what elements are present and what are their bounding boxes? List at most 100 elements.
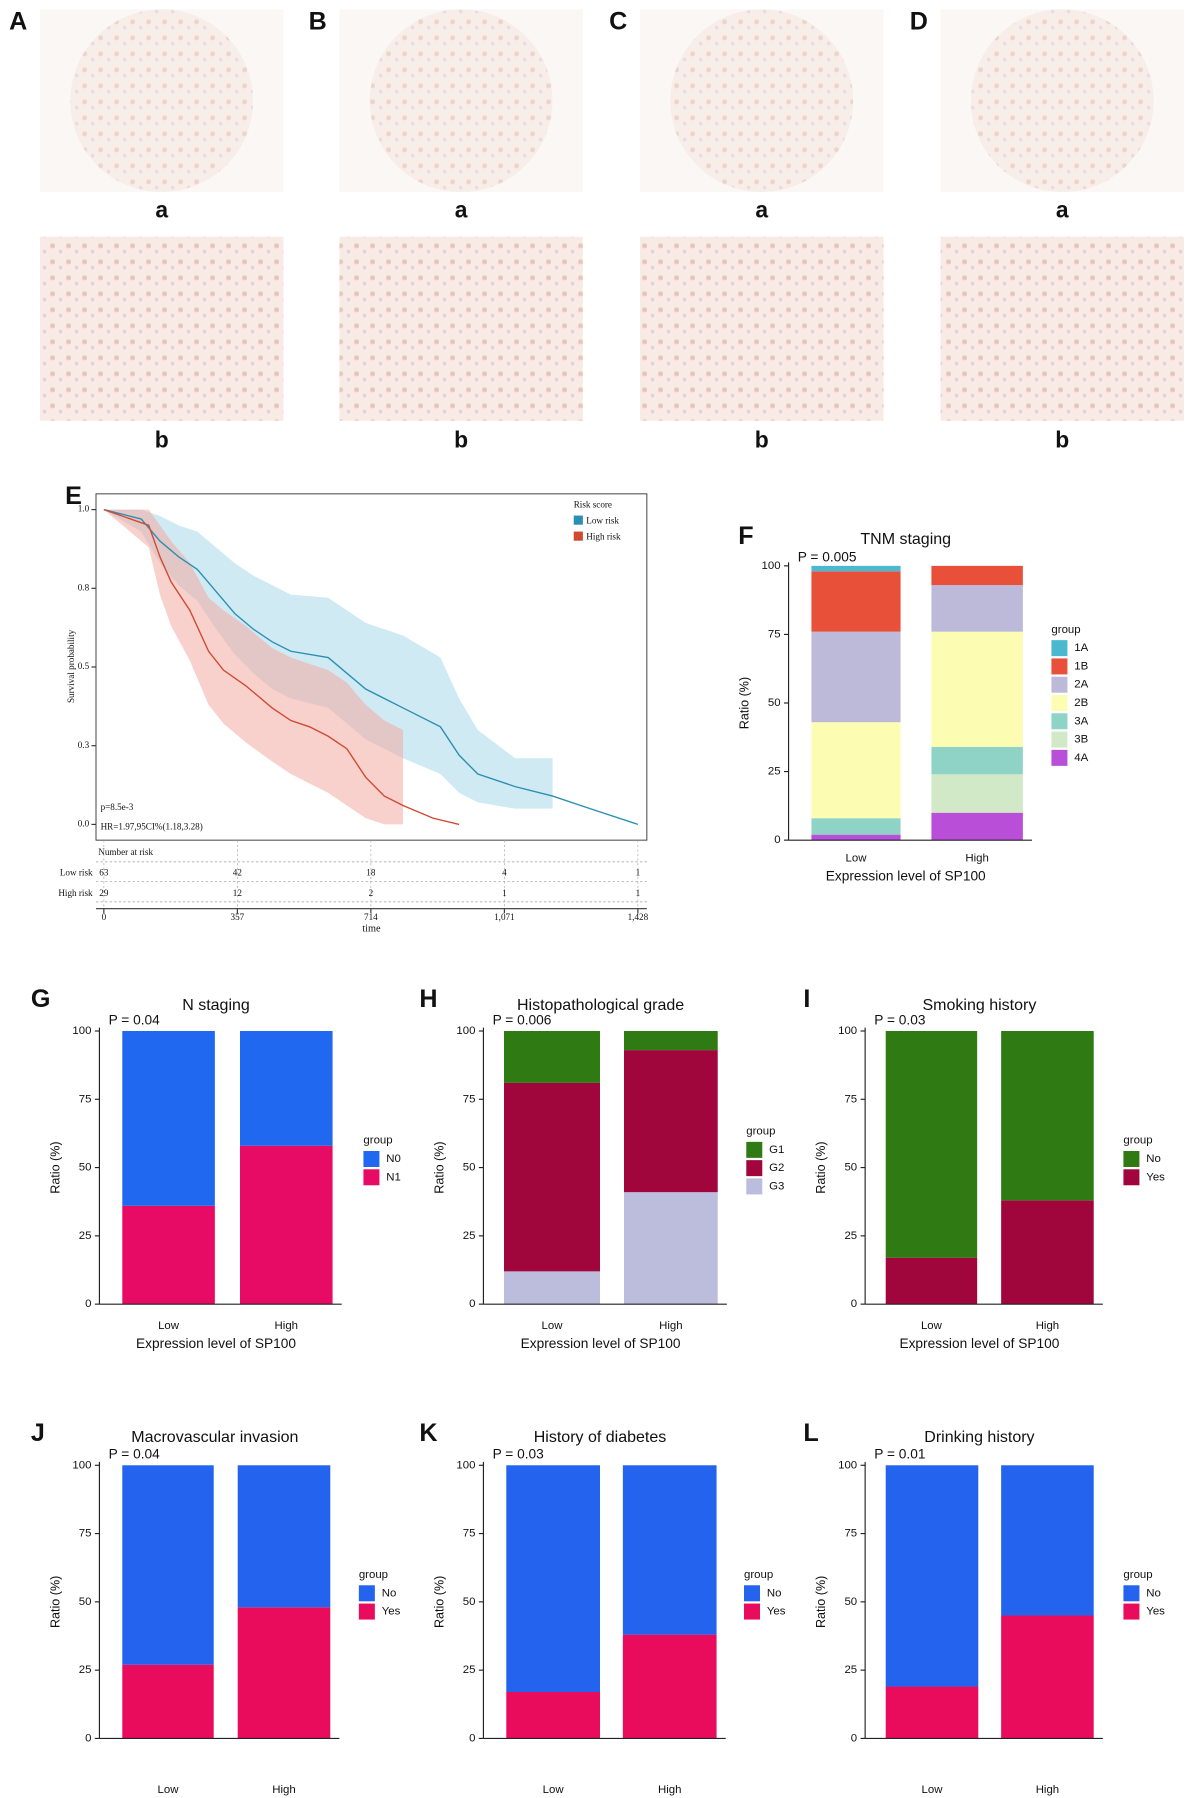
panel-label: G	[31, 985, 51, 1013]
bar-segment	[122, 1205, 215, 1305]
y-axis-label: Ratio (%)	[48, 1141, 62, 1193]
bar-segment	[240, 1145, 333, 1305]
bar-segment	[122, 1031, 215, 1206]
bar-segment	[1001, 1465, 1094, 1616]
tissue-detail	[940, 236, 1184, 421]
legend-title: Risk score	[574, 499, 612, 509]
y-tick-label: 75	[79, 1528, 92, 1540]
image-caption: b	[155, 426, 169, 452]
bar-segment	[931, 812, 1023, 841]
x-tick-label: High	[275, 1320, 298, 1332]
y-tick-label: 0	[469, 1732, 475, 1744]
chart-title: History of diabetes	[534, 1429, 667, 1446]
bar-segment	[506, 1691, 600, 1739]
x-tick-label: High	[272, 1784, 295, 1796]
x-axis-label: time	[362, 924, 381, 935]
x-tick-label: High	[658, 1784, 681, 1796]
p-value: P = 0.005	[798, 549, 857, 564]
bar-segment	[237, 1607, 331, 1739]
x-axis-label: Expression level of SP100	[826, 868, 986, 883]
p-value: P = 0.04	[109, 1447, 161, 1462]
chart-title: Drinking history	[924, 1429, 1034, 1446]
x-tick-label: Low	[158, 1784, 180, 1796]
legend-label: Yes	[382, 1606, 401, 1618]
y-tick-label: 0.3	[78, 740, 90, 750]
chart-title: N staging	[182, 997, 250, 1014]
y-tick-label: 100	[838, 1025, 857, 1037]
legend-title: group	[746, 1126, 775, 1138]
legend-swatch	[1051, 676, 1068, 693]
risk-count: 1	[636, 888, 641, 898]
bar-segment	[624, 1031, 718, 1051]
y-tick-label: 100	[456, 1025, 475, 1037]
x-tick-label: 714	[364, 912, 378, 922]
legend-label: 3B	[1074, 734, 1088, 746]
legend-swatch	[746, 1141, 763, 1158]
legend-swatch	[744, 1585, 760, 1602]
bar-segment	[811, 565, 901, 572]
bar-segment	[931, 565, 1023, 586]
legend-swatch	[358, 1585, 375, 1602]
bar-segment	[1001, 1031, 1094, 1201]
legend-label: Yes	[767, 1606, 786, 1618]
legend-title: group	[359, 1569, 388, 1581]
confidence-band	[103, 509, 404, 825]
legend-swatch	[1051, 640, 1068, 657]
y-tick-label: 100	[762, 560, 781, 572]
legend-title: group	[1051, 624, 1080, 636]
x-tick-label: 1,428	[628, 912, 649, 922]
bar-segment	[811, 571, 901, 632]
legend-swatch	[358, 1603, 375, 1620]
image-caption: b	[1055, 426, 1069, 452]
risk-table-title: Number at risk	[98, 847, 153, 857]
chart-title: Histopathological grade	[517, 997, 684, 1014]
confidence-band	[103, 509, 553, 809]
legend-label: 2B	[1074, 697, 1088, 709]
legend-swatch	[744, 1603, 760, 1620]
y-tick-label: 75	[463, 1093, 476, 1105]
legend-swatch	[1123, 1585, 1140, 1602]
bar-segment	[504, 1031, 600, 1083]
bar-segment	[622, 1634, 717, 1739]
legend-label: 2A	[1074, 679, 1088, 691]
bar-segment	[885, 1465, 979, 1687]
legend-swatch	[363, 1169, 380, 1186]
risk-count: 18	[366, 867, 376, 877]
x-tick-label: High	[1036, 1784, 1059, 1796]
x-tick-label: High	[1036, 1320, 1059, 1332]
x-tick-label: Low	[158, 1320, 180, 1332]
bar-segment	[885, 1031, 978, 1258]
y-tick-label: 50	[79, 1162, 92, 1174]
x-axis-label: Expression level of SP100	[521, 1336, 681, 1351]
y-tick-label: 75	[844, 1093, 857, 1105]
image-caption: a	[155, 197, 168, 223]
y-tick-label: 100	[72, 1025, 91, 1037]
bar-segment	[811, 834, 901, 841]
image-caption: a	[1056, 197, 1069, 223]
y-tick-label: 25	[463, 1230, 476, 1242]
y-tick-label: 50	[463, 1162, 476, 1174]
bar-segment	[504, 1082, 600, 1272]
y-tick-label: 100	[456, 1459, 475, 1471]
risk-count: 2	[369, 888, 374, 898]
p-value: P = 0.03	[874, 1012, 926, 1027]
y-tick-label: 50	[768, 697, 781, 709]
tissue-detail	[640, 236, 884, 421]
y-tick-label: 75	[768, 628, 781, 640]
p-value: P = 0.04	[109, 1012, 161, 1027]
y-tick-label: 1.0	[78, 504, 90, 514]
y-tick-label: 0	[851, 1298, 857, 1310]
annotation: HR=1.97,95CI%(1.18,3.28)	[101, 822, 203, 832]
x-tick-label: Low	[922, 1784, 944, 1796]
survival-line	[103, 508, 460, 826]
risk-count: 29	[99, 888, 109, 898]
x-tick-label: High	[659, 1320, 682, 1332]
legend-title: group	[1123, 1569, 1152, 1581]
legend-label: 1B	[1074, 660, 1088, 672]
bar-segment	[122, 1664, 214, 1739]
tissue-core	[670, 9, 854, 193]
risk-count: 63	[99, 867, 109, 877]
p-value: P = 0.03	[493, 1447, 545, 1462]
legend-label: G2	[769, 1162, 784, 1174]
